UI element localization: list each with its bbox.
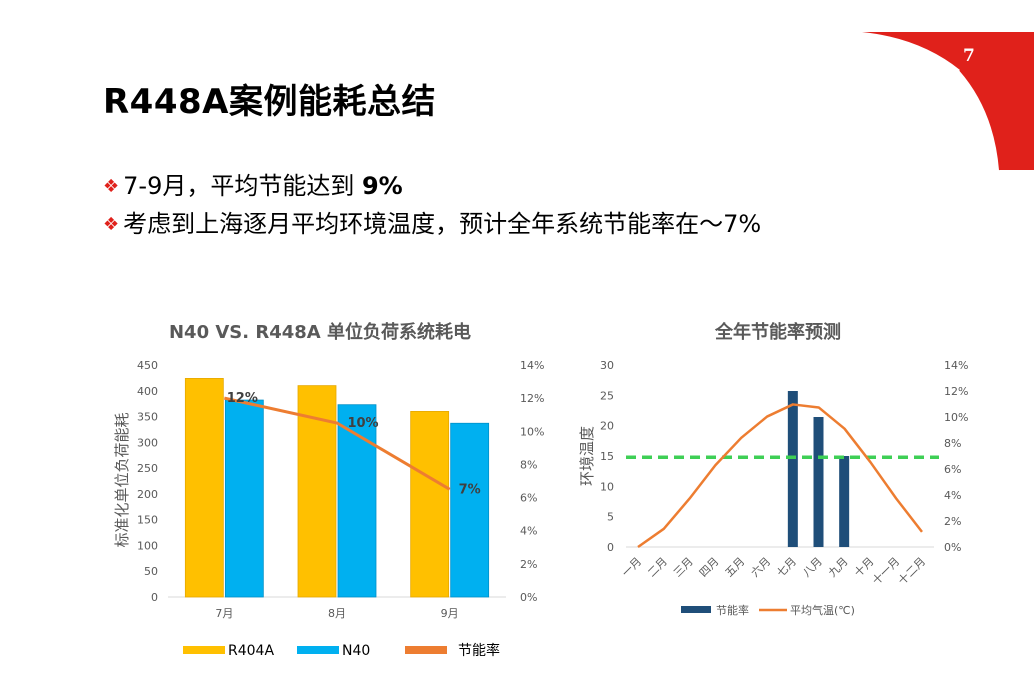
- y-axis-label: 环境温度: [578, 426, 596, 486]
- y-tick-label: 350: [137, 411, 158, 424]
- chart-title: N40 VS. R448A 单位负荷系统耗电: [169, 321, 471, 343]
- x-tick-label: 一月: [619, 555, 644, 580]
- y-tick-label: 300: [137, 436, 158, 449]
- x-tick-label: 二月: [645, 555, 670, 580]
- y2-tick-label: 14%: [520, 359, 544, 372]
- page-number: 7: [963, 46, 975, 66]
- y-tick-label: 450: [137, 359, 158, 372]
- x-tick-label: 三月: [671, 555, 696, 580]
- y2-tick-label: 8%: [944, 437, 961, 450]
- y-tick-label: 100: [137, 539, 158, 552]
- y-tick-label: 400: [137, 385, 158, 398]
- y2-tick-label: 6%: [944, 463, 961, 476]
- bullet-diamond-icon: ❖: [103, 214, 120, 235]
- y2-tick-label: 12%: [520, 392, 544, 405]
- bullet-item-2: ❖ 考虑到上海逐月平均环境温度，预计全年系统节能率在～7%: [103, 204, 761, 239]
- legend-swatch: [681, 606, 711, 613]
- x-tick-label: 九月: [826, 555, 851, 580]
- y2-tick-label: 0%: [944, 541, 961, 554]
- bar-n40: [224, 399, 264, 598]
- saving-rate-label: 7%: [459, 482, 481, 497]
- bar-r404a: [184, 378, 224, 598]
- y2-tick-label: 12%: [944, 385, 968, 398]
- y2-tick-label: 8%: [520, 458, 537, 471]
- saving-rate-bar: [787, 391, 798, 547]
- corner-red-shape: [862, 32, 1034, 170]
- slide-title: R448A案例能耗总结: [103, 82, 436, 122]
- bullet-item-1: ❖ 7-9月，平均节能达到 9%: [103, 166, 403, 201]
- saving-rate-label: 12%: [227, 391, 258, 406]
- x-tick-label: 四月: [697, 555, 722, 580]
- y-tick-label: 15: [600, 450, 614, 463]
- bullet-text: 考虑到上海逐月平均环境温度，预计全年系统节能率在～7%: [123, 210, 762, 238]
- bar-n40: [450, 422, 490, 598]
- legend-label: 平均气温(℃): [790, 603, 855, 617]
- y2-tick-label: 4%: [944, 489, 961, 502]
- legend-label: R404A: [228, 643, 274, 659]
- y2-tick-label: 6%: [520, 492, 537, 505]
- bar-n40: [337, 404, 377, 598]
- legend-swatch: [405, 646, 447, 654]
- saving-rate-bar: [813, 417, 824, 547]
- x-tick-label: 十一月: [869, 554, 902, 587]
- x-tick-label: 七月: [774, 555, 799, 580]
- legend-swatch: [183, 646, 225, 654]
- bar-r404a: [410, 410, 450, 598]
- y2-tick-label: 0%: [520, 591, 537, 604]
- saving-rate-bar: [839, 456, 850, 547]
- y-tick-label: 20: [600, 420, 614, 433]
- y2-tick-label: 14%: [944, 359, 968, 372]
- y-tick-label: 30: [600, 359, 614, 372]
- y-tick-label: 5: [607, 511, 614, 524]
- x-tick-label: 六月: [748, 555, 773, 580]
- y-tick-label: 200: [137, 488, 158, 501]
- y2-tick-label: 2%: [944, 515, 961, 528]
- y-tick-label: 0: [151, 591, 158, 604]
- x-tick-label: 五月: [723, 555, 748, 580]
- legend-swatch: [297, 646, 339, 654]
- y-axis-label: 标准化单位负荷能耗: [113, 412, 131, 547]
- y-tick-label: 150: [137, 514, 158, 527]
- x-tick-label: 八月: [800, 555, 825, 580]
- y2-tick-label: 10%: [520, 425, 544, 438]
- x-tick-label: 9月: [441, 607, 459, 620]
- legend-label: N40: [342, 643, 370, 659]
- x-tick-label: 十二月: [895, 554, 928, 587]
- x-tick-label: 8月: [328, 607, 346, 620]
- x-tick-label: 7月: [215, 607, 233, 620]
- y2-tick-label: 2%: [520, 558, 537, 571]
- y-tick-label: 25: [600, 389, 614, 402]
- bullet-highlight: 9%: [361, 172, 403, 200]
- y-tick-label: 250: [137, 462, 158, 475]
- saving-rate-label: 10%: [347, 416, 378, 431]
- legend-label: 节能率: [716, 603, 749, 617]
- bullet-diamond-icon: ❖: [103, 176, 120, 197]
- y-tick-label: 10: [600, 480, 614, 493]
- avg-temperature-line: [637, 403, 923, 549]
- y2-tick-label: 10%: [944, 411, 968, 424]
- legend-label: 节能率: [458, 642, 500, 659]
- corner-red-stroke: [959, 69, 1001, 171]
- saving-rate-line: [224, 396, 451, 491]
- y-tick-label: 0: [607, 541, 614, 554]
- y-tick-label: 50: [144, 565, 158, 578]
- chart-title: 全年节能率预测: [714, 321, 841, 343]
- y2-tick-label: 4%: [520, 525, 537, 538]
- bullet-text: 7-9月，平均节能达到: [123, 172, 362, 200]
